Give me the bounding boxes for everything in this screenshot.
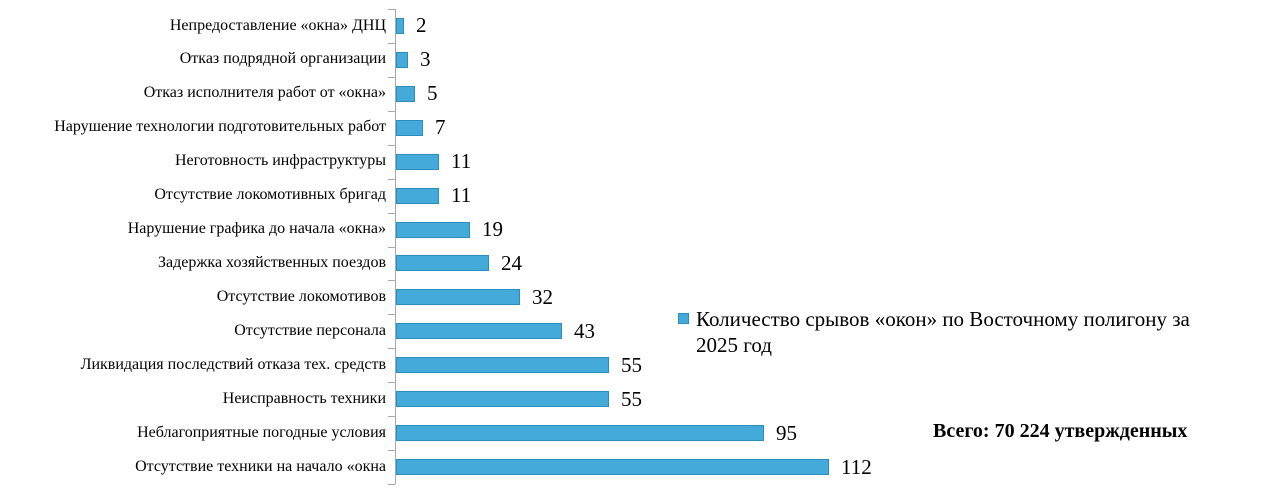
value-label: 7 — [435, 115, 446, 140]
category-label: Отсутствие локомотивных бригад — [154, 186, 386, 204]
value-label: 19 — [482, 217, 503, 242]
bar — [396, 86, 415, 102]
bar — [396, 52, 408, 68]
legend-label-line-2: 2025 год — [696, 333, 772, 357]
axis-tick — [388, 450, 395, 451]
category-label: Отсутствие персонала — [234, 321, 386, 339]
total-windows-note-line-2: «окна» — [933, 486, 1278, 490]
value-label: 112 — [841, 454, 872, 479]
category-label: Неготовность инфраструктуры — [174, 152, 386, 170]
value-label: 95 — [776, 420, 797, 445]
value-label: 55 — [621, 386, 642, 411]
bar — [396, 289, 520, 305]
axis-tick — [388, 280, 395, 281]
value-label: 55 — [621, 352, 642, 377]
value-label: 11 — [451, 183, 472, 208]
legend-label: Количество срывов «окон» по Восточному п… — [696, 306, 1271, 358]
category-label: Ликвидация последствий отказа тех. средс… — [80, 355, 386, 373]
value-label: 3 — [420, 47, 431, 72]
total-windows-note-line-1: Всего: 70 224 утвержденных — [933, 420, 1188, 442]
category-label: Задержка хозяйственных поездов — [158, 254, 386, 272]
bar — [396, 425, 764, 441]
category-label: Отсутствие техники на начало «окна — [135, 457, 386, 475]
bar — [396, 154, 439, 170]
axis-tick — [388, 145, 395, 146]
bar — [396, 18, 404, 34]
legend-label-line-1: Количество срывов «окон» по Восточному п… — [696, 307, 1190, 331]
bar — [396, 323, 562, 339]
bar — [396, 357, 609, 373]
bar — [396, 222, 470, 238]
legend-marker-icon — [678, 313, 689, 324]
axis-tick — [388, 247, 395, 248]
axis-tick — [388, 43, 395, 44]
value-label: 32 — [532, 284, 553, 309]
axis-tick — [388, 348, 395, 349]
category-label: Нарушение технологии подготовительных ра… — [54, 118, 386, 136]
axis-tick — [388, 416, 395, 417]
category-label: Неблагоприятные погодные условия — [137, 423, 386, 441]
y-axis-line — [395, 9, 396, 484]
category-label: Нарушение графика до начала «окна» — [127, 220, 386, 238]
bar — [396, 120, 423, 136]
axis-tick — [388, 314, 395, 315]
bar — [396, 459, 829, 475]
bar — [396, 255, 489, 271]
axis-tick — [388, 382, 395, 383]
axis-tick — [388, 9, 395, 10]
bar — [396, 391, 609, 407]
bar — [396, 188, 439, 204]
value-label: 11 — [451, 149, 472, 174]
axis-tick — [388, 111, 395, 112]
total-windows-note: Всего: 70 224 утвержденных «окна» — [933, 376, 1278, 490]
axis-tick — [388, 179, 395, 180]
axis-tick — [388, 213, 395, 214]
axis-tick — [388, 77, 395, 78]
value-label: 24 — [501, 250, 522, 275]
legend: Количество срывов «окон» по Восточному п… — [678, 306, 1271, 358]
category-label: Отказ исполнителя работ от «окна» — [143, 84, 386, 102]
category-label: Неисправность техники — [222, 389, 386, 407]
value-label: 5 — [427, 81, 438, 106]
category-label: Отказ подрядной организации — [179, 50, 386, 68]
annotations: Всего: 70 224 утвержденных «окна» 474 сл… — [933, 376, 1278, 490]
category-label: Отсутствие локомотивов — [216, 287, 386, 305]
category-label: Непредоставление «окна» ДНЦ — [169, 16, 386, 34]
value-label: 43 — [574, 318, 595, 343]
value-label: 2 — [416, 13, 427, 38]
axis-tick — [388, 484, 395, 485]
